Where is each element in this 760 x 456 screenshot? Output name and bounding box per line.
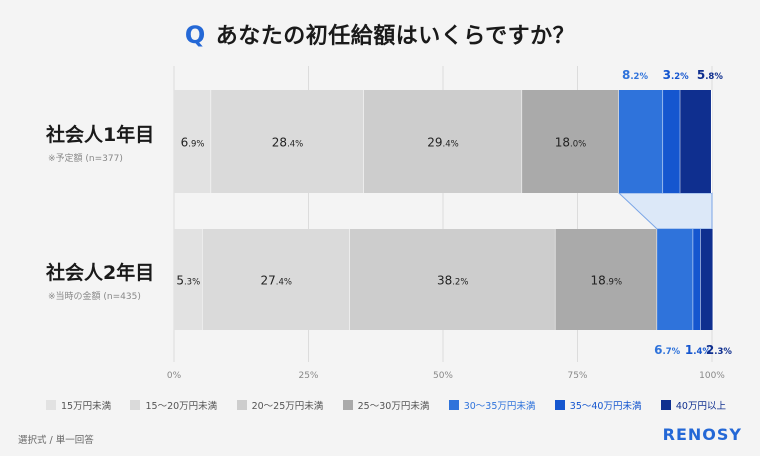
bar-segment — [693, 229, 701, 330]
data-label: 28.4% — [272, 136, 303, 150]
x-tick-label: 25% — [298, 371, 318, 381]
data-label: 18.0% — [555, 136, 586, 150]
legend-label: 30〜35万円未満 — [463, 401, 536, 412]
bar-segment — [663, 90, 681, 193]
row-sub-year1: ※予定額 (n=377) — [48, 154, 123, 164]
bar-segment — [211, 90, 364, 193]
legend-swatch — [448, 400, 459, 410]
legend-swatch — [130, 400, 141, 410]
data-label: 5.3% — [176, 274, 200, 288]
bar-segment — [700, 229, 714, 330]
bar-segment — [555, 229, 658, 330]
legend-item: 15万円未満 — [46, 398, 111, 412]
legend-swatch — [342, 400, 353, 410]
brand-logo: RENOSY — [662, 425, 742, 444]
data-label: 8.2% — [622, 68, 649, 82]
data-label: 1.4% — [685, 343, 712, 357]
legend: 15万円未満 15〜20万円未満 20〜25万円未満 25〜30万円未満 30〜35万円… — [46, 398, 726, 412]
row-label-year1: 社会人1年目 — [46, 124, 155, 146]
bar-segment — [363, 90, 523, 193]
legend-swatch — [236, 400, 247, 410]
legend-item: 35〜40万円未満 — [554, 398, 642, 412]
bar-segment — [174, 90, 212, 193]
data-label: 27.4% — [260, 274, 291, 288]
legend-swatch — [554, 400, 565, 410]
legend-swatch — [46, 400, 56, 410]
data-label: 6.9% — [181, 136, 205, 150]
legend-label: 15〜20万円未満 — [145, 401, 218, 412]
x-tick-label: 0% — [167, 371, 182, 381]
bar-segment — [680, 90, 712, 193]
q-mark: Q — [184, 21, 206, 49]
footer-note: 選択式 / 単一回答 — [18, 435, 94, 446]
bar-segment — [349, 229, 556, 330]
x-tick-label: 50% — [433, 371, 453, 381]
legend-swatch — [660, 400, 671, 410]
data-label: 29.4% — [427, 136, 458, 150]
data-label: 2.3% — [706, 343, 733, 357]
legend-item: 25〜30万円未満 — [342, 398, 430, 412]
legend-label: 15万円未満 — [61, 401, 112, 412]
data-label: 6.7% — [654, 343, 681, 357]
legend-label: 25〜30万円未満 — [357, 401, 430, 412]
chart-title: Q あなたの初任給額はいくらですか？ — [0, 18, 760, 50]
data-label: 3.2% — [663, 68, 690, 82]
legend-item: 40万円以上 — [660, 398, 726, 412]
row-label-year2: 社会人2年目 — [46, 262, 155, 284]
title-text: あなたの初任給額はいくらですか？ — [215, 24, 576, 49]
legend-label: 40万円以上 — [675, 401, 726, 412]
legend-item: 30〜35万円未満 — [448, 398, 536, 412]
bar-segment — [522, 90, 619, 193]
data-label: 5.8% — [697, 68, 724, 82]
data-label: 18.9% — [591, 274, 622, 288]
row-sub-year2: ※当時の金額 (n=435) — [48, 292, 141, 302]
legend-item: 20〜25万円未満 — [236, 398, 324, 412]
bar-segment — [618, 90, 664, 193]
legend-label: 20〜25万円未満 — [251, 401, 324, 412]
x-tick-label: 100% — [699, 371, 725, 381]
bar-segment — [202, 229, 350, 330]
x-tick-label: 75% — [567, 371, 587, 381]
data-label: 38.2% — [437, 274, 468, 288]
bar-segment — [174, 229, 203, 330]
highlight-connector — [617, 192, 713, 230]
legend-item: 15〜20万円未満 — [130, 398, 217, 412]
bar-segment — [657, 229, 694, 330]
legend-label: 35〜40万円未満 — [569, 401, 642, 412]
